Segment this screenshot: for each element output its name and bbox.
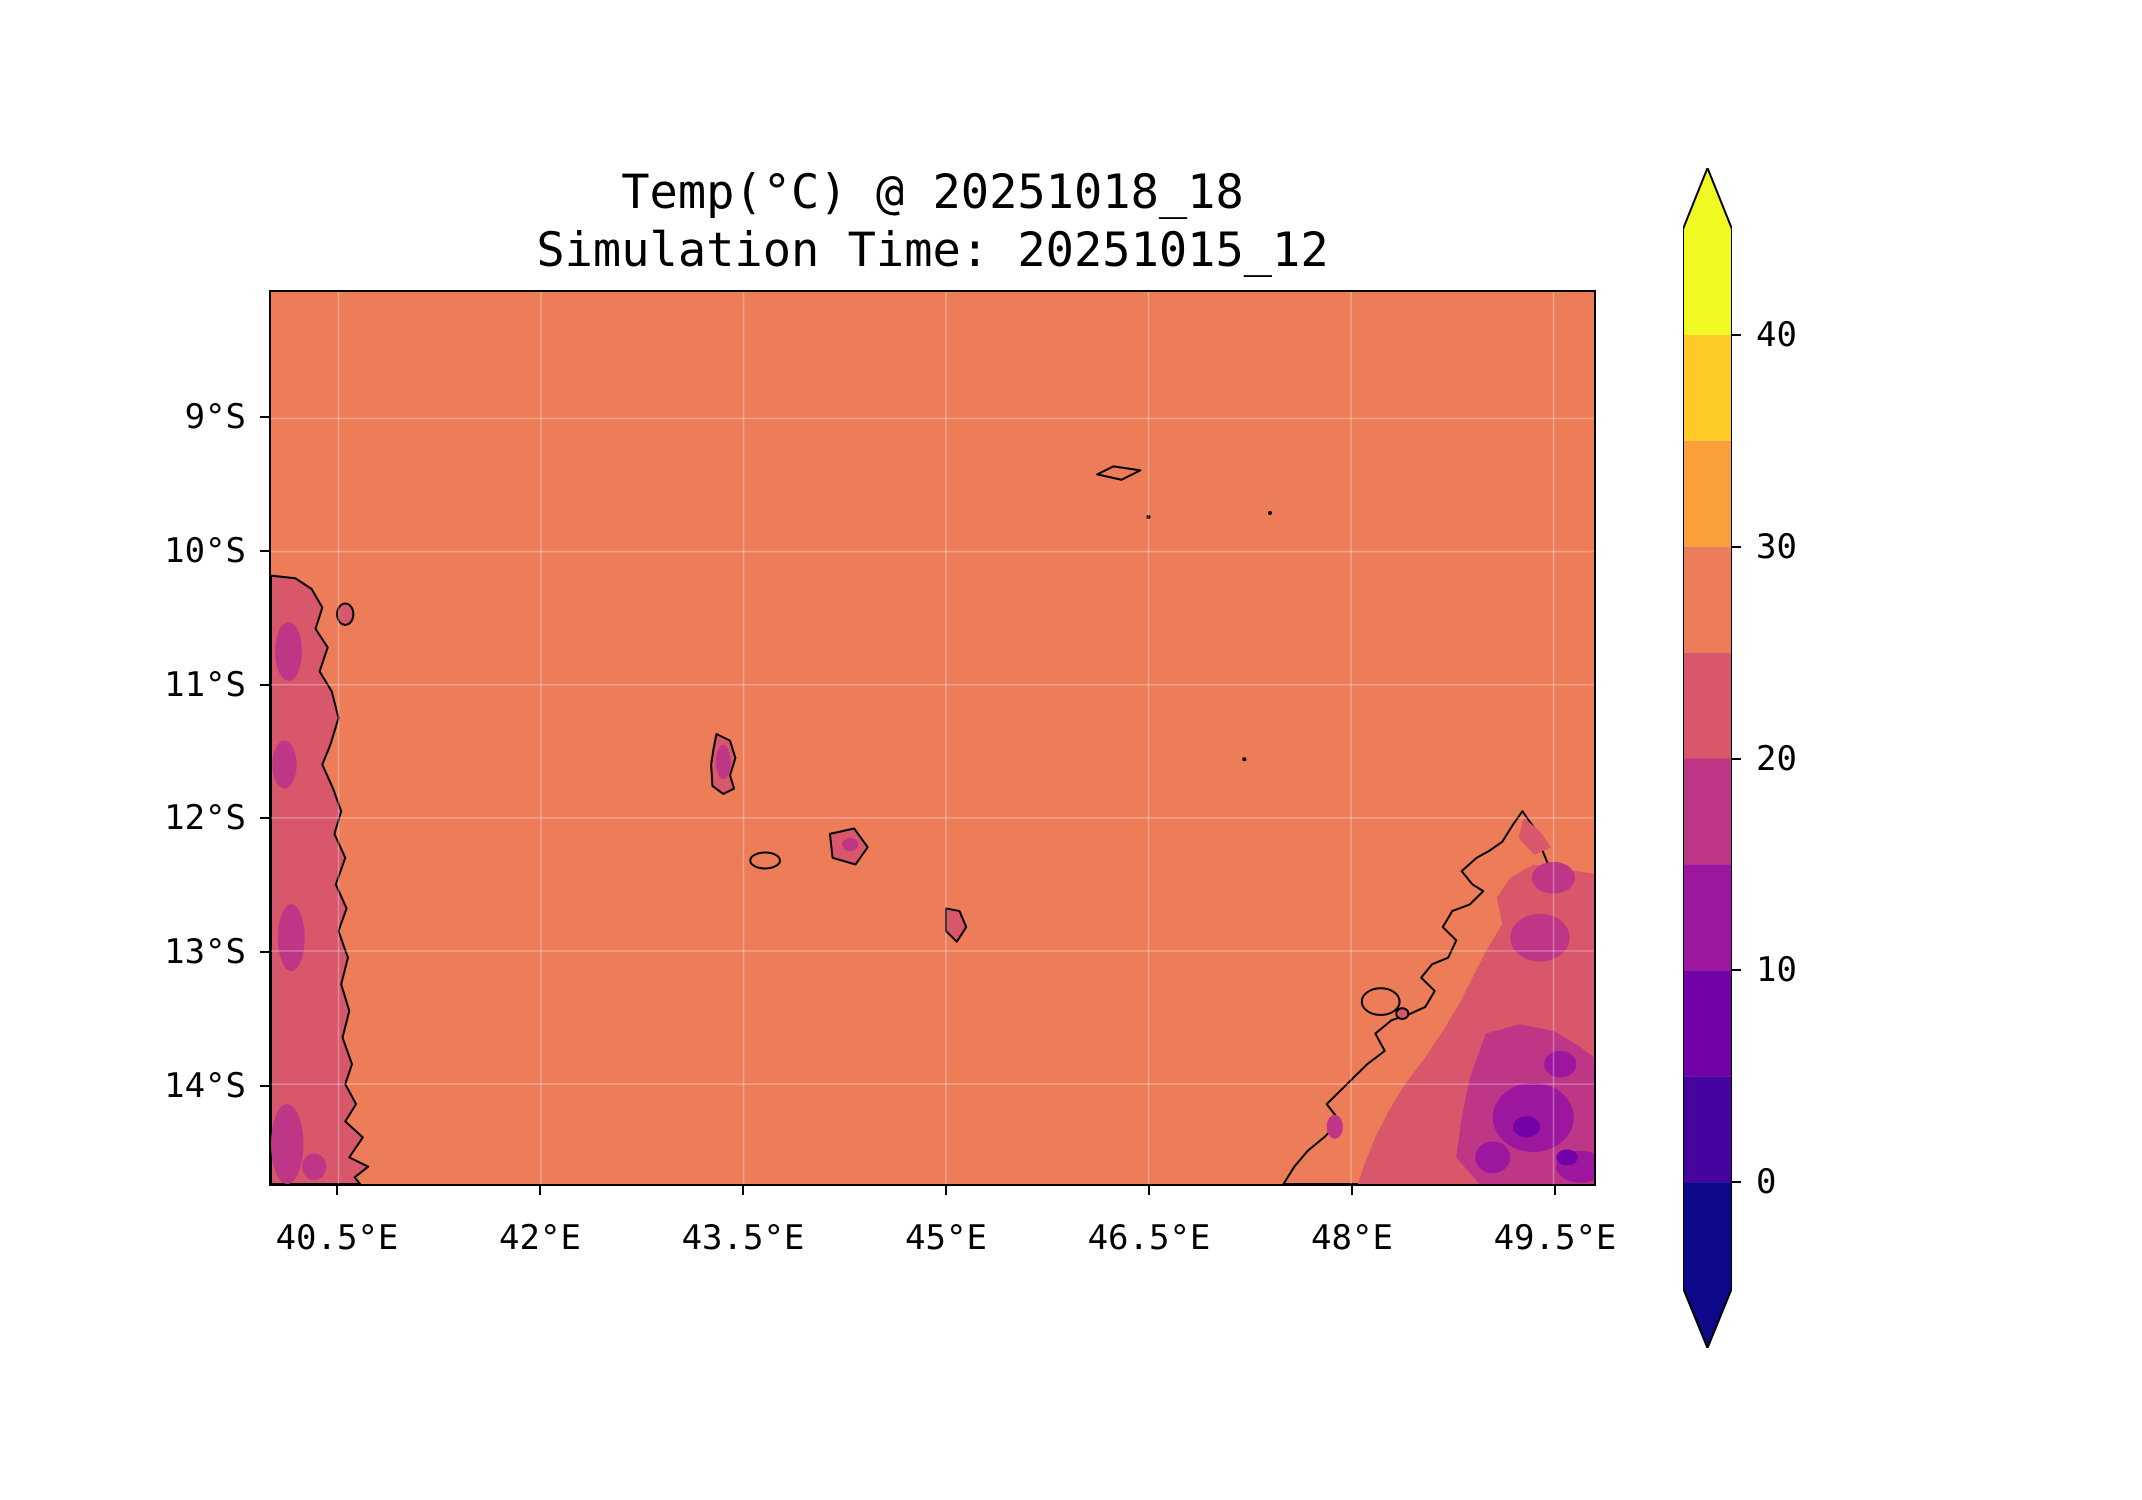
colorbar-band	[1683, 758, 1732, 865]
colorbar-band	[1683, 864, 1732, 971]
y-tick-label: 14°S	[164, 1066, 246, 1106]
colorbar-band	[1683, 1076, 1732, 1183]
x-tick	[539, 1186, 541, 1195]
x-tick	[1351, 1186, 1353, 1195]
colorbar-tick	[1732, 334, 1741, 336]
x-tick	[742, 1186, 744, 1195]
x-tick-label: 49.5°E	[1493, 1218, 1617, 1258]
y-tick	[260, 416, 269, 418]
chart-title: Temp(°C) @ 20251018_18	[621, 165, 1244, 220]
colorbar-tick	[1732, 546, 1741, 548]
y-tick	[260, 817, 269, 819]
chart-subtitle: Simulation Time: 20251015_12	[536, 223, 1329, 278]
x-tick	[336, 1186, 338, 1195]
y-tick-label: 12°S	[164, 798, 246, 838]
colorbar	[1683, 168, 1732, 1348]
x-tick-label: 42°E	[499, 1218, 581, 1258]
colorbar-band	[1683, 440, 1732, 547]
colorbar-tick-label: 0	[1756, 1162, 1777, 1202]
colorbar-tick	[1732, 969, 1741, 971]
small-islet	[1396, 1008, 1408, 1019]
colorbar-tick-label: 30	[1756, 527, 1797, 567]
x-tick	[1148, 1186, 1150, 1195]
madagascar-tip-cool	[1518, 817, 1551, 856]
colorbar-band	[1683, 546, 1732, 653]
nosy-be-island	[1362, 988, 1400, 1015]
x-tick-label: 45°E	[905, 1218, 987, 1258]
x-tick	[1554, 1186, 1556, 1195]
chart-title-block: Temp(°C) @ 20251018_18 Simulation Time: …	[269, 164, 1596, 280]
west-coast-islet	[337, 604, 353, 625]
y-tick-label: 11°S	[164, 665, 246, 705]
colorbar-band	[1683, 970, 1732, 1077]
y-tick-label: 13°S	[164, 932, 246, 972]
colorbar-band	[1683, 1182, 1732, 1288]
y-tick	[260, 550, 269, 552]
coastline-west-land	[271, 576, 368, 1184]
map-canvas	[271, 292, 1594, 1184]
x-tick-label: 43.5°E	[681, 1218, 805, 1258]
atoll-outline	[1097, 466, 1140, 479]
madagascar-colder-patches	[1475, 1050, 1594, 1183]
x-tick	[945, 1186, 947, 1195]
y-tick	[260, 1085, 269, 1087]
x-tick-label: 40.5°E	[275, 1218, 399, 1258]
west-land-cool-patches	[271, 622, 327, 1184]
island-mayotte	[946, 908, 966, 941]
colorbar-tick	[1732, 758, 1741, 760]
map-plot-area	[269, 290, 1596, 1186]
x-tick-label: 48°E	[1311, 1218, 1393, 1258]
y-tick	[260, 684, 269, 686]
island-grande-comore-core	[715, 744, 731, 780]
madagascar-coldest-cores	[1513, 1116, 1578, 1166]
colorbar-band	[1683, 229, 1732, 335]
y-tick	[260, 951, 269, 953]
y-tick-label: 9°S	[184, 397, 246, 437]
colorbar-tick-label: 40	[1756, 315, 1797, 355]
island-anjouan-core	[842, 837, 859, 852]
island-moheli	[750, 852, 780, 868]
colorbar-extend-under	[1683, 1288, 1732, 1348]
colorbar-tick	[1732, 1181, 1741, 1183]
graticule-gridlines	[271, 292, 1594, 1184]
x-tick-label: 46.5°E	[1087, 1218, 1211, 1258]
colorbar-tick-label: 10	[1756, 950, 1797, 990]
island-specks	[1146, 511, 1273, 762]
y-tick-label: 10°S	[164, 531, 246, 571]
colorbar-tick-label: 20	[1756, 739, 1797, 779]
colorbar-band	[1683, 334, 1732, 441]
colorbar-band	[1683, 652, 1732, 759]
colorbar-extend-over	[1683, 168, 1732, 229]
sea-surface-fill	[271, 292, 1594, 1184]
